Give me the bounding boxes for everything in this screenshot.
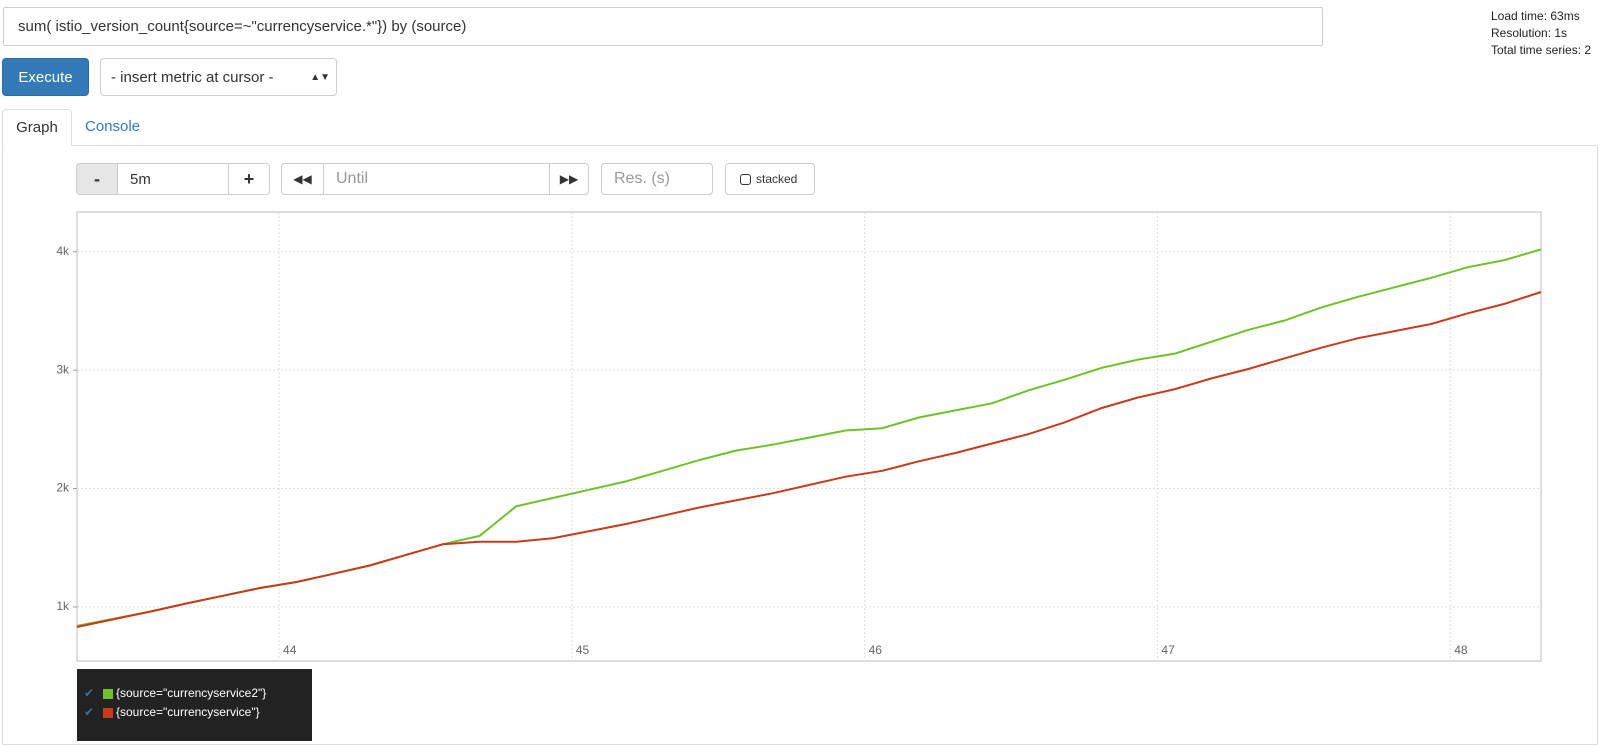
series-line <box>76 291 1542 628</box>
query-input[interactable]: sum( istio_version_count{source=~"curren… <box>3 7 1323 46</box>
legend-swatch <box>103 708 113 718</box>
range-input[interactable]: 5m <box>117 163 229 195</box>
until-placeholder: Until <box>336 170 369 187</box>
x-tick-label: 48 <box>1454 643 1468 657</box>
metric-select-label: - insert metric at cursor - <box>111 68 274 86</box>
y-tick-label: 3k <box>56 362 70 376</box>
minus-label: - <box>94 168 100 189</box>
x-tick-label: 45 <box>576 643 590 657</box>
load-time: Load time: 63ms <box>1491 9 1580 23</box>
stacked-label: stacked <box>756 172 798 186</box>
rewind-button[interactable]: ◀◀ <box>281 163 324 195</box>
plot-frame <box>76 211 1542 662</box>
graph-tab-label: Graph <box>16 119 58 136</box>
resolution-stat: Resolution: 1s <box>1491 26 1568 40</box>
metric-select[interactable]: - insert metric at cursor - ▲▼ <box>100 58 337 96</box>
series-line <box>76 248 1542 627</box>
until-input[interactable]: Until <box>323 163 550 195</box>
x-tick-label: 46 <box>869 643 883 657</box>
series-count: Total time series: 2 <box>1491 43 1592 57</box>
range-plus[interactable]: + <box>228 163 270 195</box>
stacked-button[interactable]: stacked <box>725 163 815 195</box>
y-tick-label: 2k <box>56 481 70 495</box>
plus-label: + <box>243 168 255 189</box>
legend-swatch <box>103 689 113 699</box>
legend-label: {source="currencyservice2"} <box>116 686 266 700</box>
legend <box>77 669 312 741</box>
legend-check: ✔ <box>84 686 94 700</box>
resolution-input[interactable]: Res. (s) <box>601 163 713 195</box>
execute-button[interactable]: Execute <box>2 58 89 96</box>
y-tick-label: 1k <box>56 599 70 613</box>
legend-label: {source="currencyservice"} <box>116 705 260 719</box>
console-tab[interactable]: Console <box>85 118 141 135</box>
stacked-checkbox <box>740 173 751 185</box>
x-tick-label: 44 <box>283 643 297 657</box>
resolution-placeholder: Res. (s) <box>614 170 670 187</box>
y-tick-label: 4k <box>56 244 70 258</box>
x-tick-label: 47 <box>1161 643 1175 657</box>
range-minus[interactable]: - <box>76 163 118 195</box>
legend-check: ✔ <box>84 705 94 719</box>
execute-label: Execute <box>18 68 73 86</box>
graph-tab[interactable]: Graph <box>2 109 72 146</box>
range-value: 5m <box>130 170 151 188</box>
query-text: sum( istio_version_count{source=~"curren… <box>18 18 467 35</box>
select-arrows: ▲▼ <box>310 71 330 83</box>
forward-button[interactable]: ▶▶ <box>549 163 589 195</box>
